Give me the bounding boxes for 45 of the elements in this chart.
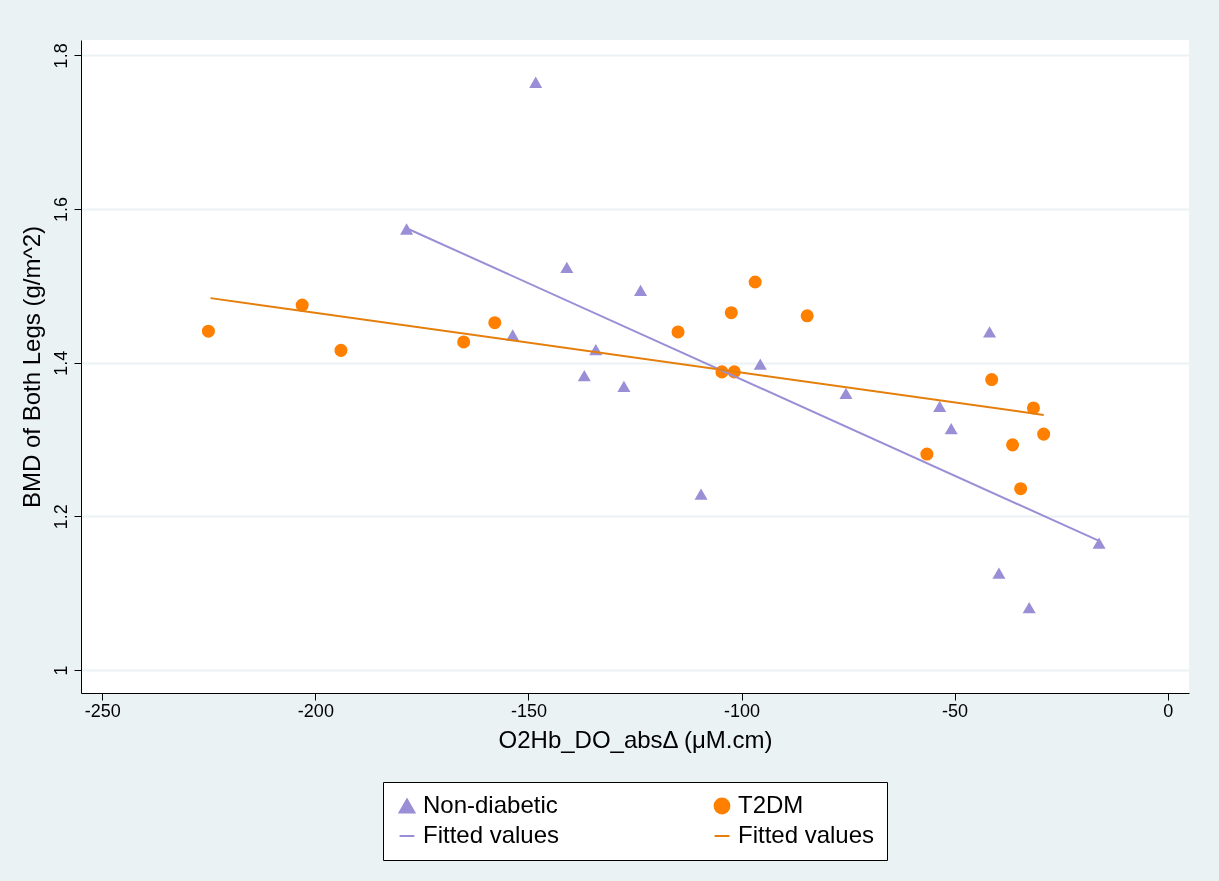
x-tick-label: -100: [724, 700, 761, 721]
point: [201, 324, 215, 338]
point: [753, 358, 767, 370]
point: [920, 447, 934, 461]
point: [724, 306, 738, 320]
point: [671, 325, 685, 339]
point: [985, 373, 999, 387]
point: [617, 380, 631, 393]
point: [1022, 602, 1036, 614]
x-tick-label: -250: [84, 700, 121, 721]
x-tick-label: -50: [942, 700, 969, 721]
y-tick-label: 1.2: [50, 504, 71, 530]
point: [748, 275, 762, 289]
y-tick-label: 1: [50, 665, 71, 676]
y-tick-label: 1.8: [50, 43, 71, 69]
legend-label: Fitted values: [738, 821, 875, 848]
point: [1006, 438, 1020, 452]
x-axis-title: O2Hb_DO_absΔ (μM.cm): [498, 725, 773, 753]
point: [634, 284, 648, 297]
x-tick-label: 0: [1163, 700, 1174, 721]
point: [400, 223, 414, 235]
point: [488, 316, 502, 330]
point: [1014, 482, 1028, 496]
x-tick-label: -200: [297, 700, 334, 721]
point: [933, 400, 947, 413]
legend-label: Non-diabetic: [423, 791, 558, 818]
point: [839, 387, 853, 400]
point: [992, 567, 1006, 579]
point: [800, 309, 814, 323]
x-tick-label: -150: [510, 700, 547, 721]
point: [457, 335, 471, 349]
point: [334, 343, 348, 357]
point: [560, 261, 574, 274]
point: [529, 76, 543, 88]
y-tick-label: 1.4: [50, 350, 71, 376]
point: [577, 370, 591, 382]
legend-label: Fitted values: [423, 821, 560, 848]
point: [694, 488, 708, 500]
y-tick-label: 1.6: [50, 197, 71, 223]
point: [1092, 537, 1106, 549]
point: [944, 423, 958, 435]
point: [1037, 427, 1051, 441]
point: [983, 326, 997, 338]
y-axis-title: BMD of Both Legs (g/m^2): [17, 225, 45, 509]
legend-label: T2DM: [738, 791, 804, 818]
